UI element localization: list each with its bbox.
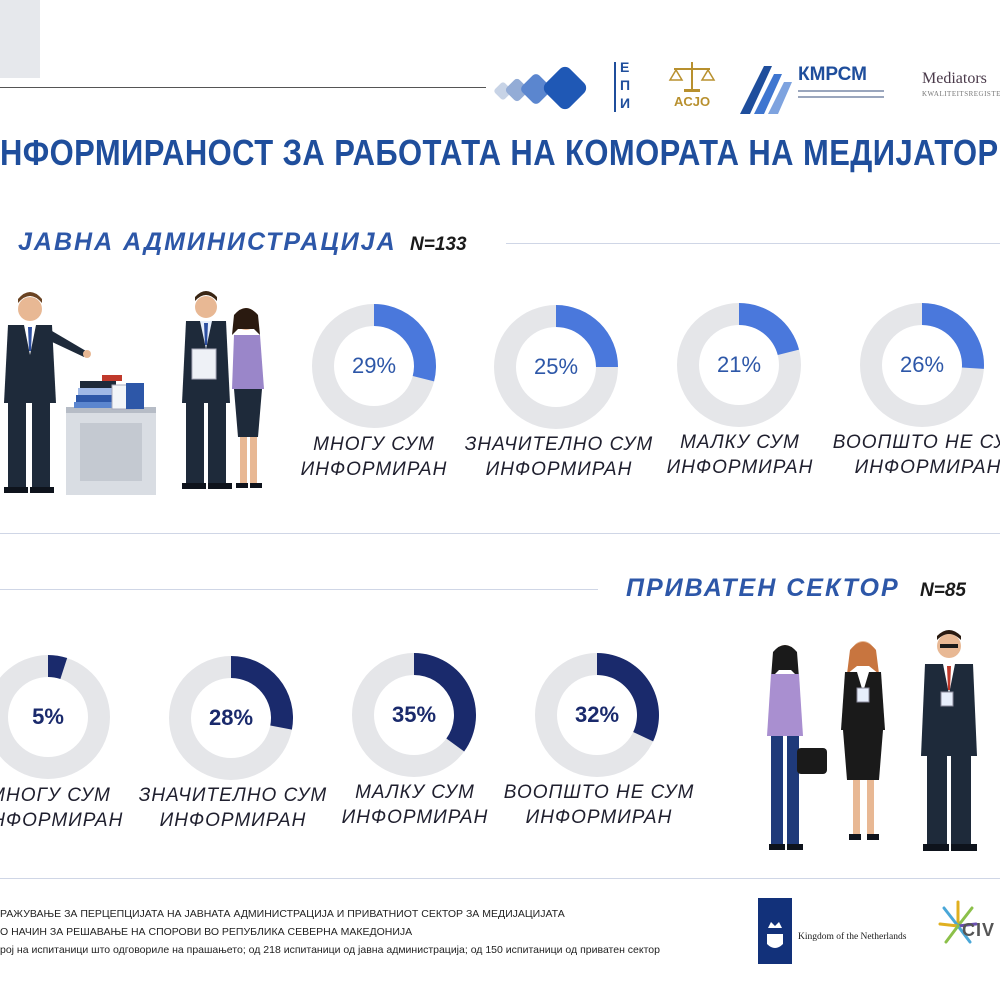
donut-value-label: 26%: [899, 352, 945, 377]
label-line-2: ИНФОРМИРАН: [300, 459, 448, 480]
donut-category-label: МАЛКУ СУМ ИНФОРМИРАН: [630, 430, 850, 480]
donut-category-label: ЗНАЧИТЕЛНО СУМ ИНФОРМИРАН: [449, 432, 669, 482]
label-line-2: ИНФОРМИРАН: [666, 457, 814, 478]
section-title-private: ПРИВАТЕН СЕКТОР: [626, 574, 900, 602]
civica-logo: CIV: [938, 896, 1000, 960]
donut-slice: [48, 655, 68, 679]
scales-icon: [668, 62, 716, 92]
footer-line-3: рој на испитаници што одговориле на праш…: [0, 944, 660, 956]
donut-public-4: 26%: [860, 303, 984, 427]
asjo-logo-text: ACJO: [673, 94, 711, 109]
epi-logo: ЕПИ: [494, 58, 644, 116]
donut-track: [169, 656, 293, 780]
civica-text: CIV: [962, 920, 996, 940]
netherlands-text: Kingdom of the Netherlands: [798, 932, 907, 942]
donut-ring: [494, 305, 618, 429]
donut-track: [677, 303, 801, 427]
footer-line-2: О НАЧИН ЗА РЕШАВАЊЕ НА СПОРОВИ ВО РЕПУБЛ…: [0, 926, 413, 938]
kmrsm-logo-mark: [740, 66, 792, 114]
label-line-2: ИНФОРМИРАН: [159, 810, 307, 831]
donut-ring: [677, 303, 801, 427]
divider-public: [506, 243, 1000, 244]
donut-track: [535, 653, 659, 777]
netherlands-logo: Kingdom of the Netherlands: [758, 898, 928, 968]
donut-category-label: МНОГУ СУМ ИНФОРМИРАН: [0, 783, 160, 833]
donut-track: [352, 653, 476, 777]
donut-category-label: ВООПШТО НЕ СУМ ИНФОРМИРАН: [489, 780, 709, 830]
epi-logo-mark: [494, 62, 616, 112]
donut-ring: [352, 653, 476, 777]
label-line-1: ЗНАЧИТЕЛНО СУМ: [138, 785, 328, 806]
donut-value-label: 29%: [351, 353, 397, 378]
label-line-1: МНОГУ СУМ: [313, 434, 435, 455]
donut-private-2: 28%: [169, 656, 293, 780]
label-line-2: ИНФОРМИРАН: [485, 459, 633, 480]
asjo-logo: ACJO: [664, 58, 720, 118]
divider-private: [0, 589, 598, 590]
donut-value-label: 32%: [574, 702, 620, 727]
label-line-1: ВООПШТО НЕ СУМ: [503, 782, 695, 803]
label-line-1: МНОГУ СУМ: [0, 785, 111, 806]
donut-category-label: МНОГУ СУМ ИНФОРМИРАН: [264, 432, 484, 482]
donut-value-label: 35%: [391, 702, 437, 727]
illustration-public-administration: [0, 285, 280, 500]
donut-private-1: 5%: [0, 655, 110, 779]
donut-category-label: МАЛКУ СУМ ИНФОРМИРАН: [305, 780, 525, 830]
label-line-2: ИНФОРМИРАН: [341, 807, 489, 828]
donut-ring: [0, 655, 110, 779]
donut-slice: [597, 653, 659, 742]
mediators-logo: Mediators KWALITEITSREGISTER: [922, 70, 1000, 110]
donut-slice: [231, 656, 293, 730]
donut-value-label: 21%: [716, 352, 762, 377]
donut-slice: [374, 304, 436, 382]
section-title-public: ЈАВНА АДМИНИСТРАЦИЈА: [18, 228, 397, 256]
donut-public-1: 29%: [312, 304, 436, 428]
donut-track: [860, 303, 984, 427]
donut-track: [0, 655, 110, 779]
donut-value-label: 25%: [533, 354, 579, 379]
donut-ring: [169, 656, 293, 780]
donut-slice: [739, 303, 800, 356]
divider-footer: [0, 878, 1000, 879]
mediators-logo-sub: KWALITEITSREGISTER: [922, 90, 1000, 98]
top-rule: [0, 87, 486, 88]
donut-private-3: 35%: [352, 653, 476, 777]
page-title: НФОРМИРАНОСТ ЗА РАБОТАТА НА КОМОРАТА НА …: [0, 132, 1000, 173]
donut-ring: [535, 653, 659, 777]
donut-category-label: ВООПШТО НЕ СУМ ИНФОРМИРАН: [818, 430, 1000, 480]
left-strip: [0, 0, 40, 78]
donut-public-2: 25%: [494, 305, 618, 429]
civica-burst-icon: [938, 900, 978, 944]
donut-ring: [312, 304, 436, 428]
label-line-1: ЗНАЧИТЕЛНО СУМ: [464, 434, 654, 455]
n-label-public: N=133: [410, 234, 467, 255]
label-line-2: ИНФОРМИРАН: [854, 457, 1000, 478]
donut-track: [312, 304, 436, 428]
donut-private-4: 32%: [535, 653, 659, 777]
donut-slice: [556, 305, 618, 367]
divider-middle: [0, 533, 1000, 534]
label-line-2: ИНФОРМИРАН: [525, 807, 673, 828]
donut-slice: [414, 653, 476, 752]
donut-slice: [922, 303, 984, 369]
donut-value-label: 28%: [208, 705, 254, 730]
footer-line-1: РАЖУВАЊЕ ЗА ПЕРЦЕПЦИЈАТА НА ЈАВНАТА АДМИ…: [0, 908, 565, 920]
epi-logo-text: ЕПИ: [620, 59, 631, 111]
illustration-private-sector: [745, 630, 1000, 860]
kmrsm-logo-lines: [798, 90, 884, 98]
kmrsm-logo: КМРСМ: [740, 60, 890, 116]
donut-track: [494, 305, 618, 429]
donut-value-label: 5%: [32, 704, 64, 729]
donut-ring: [860, 303, 984, 427]
donut-public-3: 21%: [677, 303, 801, 427]
royal-crest-icon: [758, 898, 792, 964]
label-line-1: ВООПШТО НЕ СУМ: [832, 432, 1000, 453]
mediators-logo-text: Mediators: [922, 70, 987, 87]
label-line-2: ИНФОРМИРАН: [0, 810, 124, 831]
donut-category-label: ЗНАЧИТЕЛНО СУМ ИНФОРМИРАН: [123, 783, 343, 833]
label-line-1: МАЛКУ СУМ: [680, 432, 800, 453]
n-label-private: N=85: [920, 580, 966, 601]
kmrsm-logo-text: КМРСМ: [798, 64, 867, 85]
label-line-1: МАЛКУ СУМ: [355, 782, 475, 803]
